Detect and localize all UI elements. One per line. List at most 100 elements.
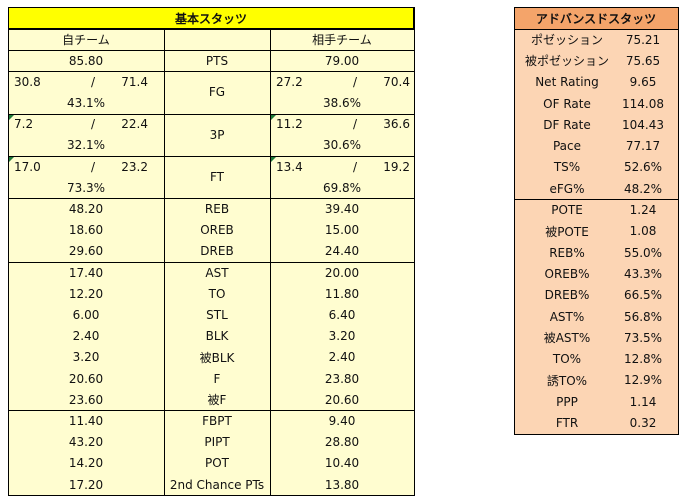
cell-comment-marker [271,114,276,120]
stat-opp-value: 15.00 [324,223,360,238]
stat-own-value: 17.20 [68,477,104,492]
own-team-header: 自チーム [62,33,110,47]
pts-own-value: 85.80 [68,53,104,68]
stat-own-value: 12.20 [68,286,104,301]
advanced-stat-value: 75.65 [625,53,661,68]
column-divider [164,29,165,496]
fg-own-percentage: 43.1% [66,95,106,110]
table-bottom-border [8,495,414,497]
advanced-stat-value: 12.9% [623,373,663,388]
row-divider [514,29,678,30]
stat-own-value: 17.40 [68,265,104,280]
advanced-stat-label: DF Rate [543,117,591,132]
advanced-header-bg [514,7,678,29]
column-divider [270,29,271,496]
cell-comment-marker [271,157,276,162]
ft-label: FT [209,170,225,185]
advanced-stat-value: 1.14 [629,394,657,409]
advanced-stat-label: 被AST% [543,331,591,346]
cell-comment-marker [9,114,14,120]
advanced-body-bg [514,29,678,434]
stat-opp-value: 20.60 [324,392,360,407]
advanced-stat-value: 0.32 [629,416,657,431]
fg-own-separator: / [90,74,96,89]
3p-label: 3P [209,127,225,142]
stat-label: REB [204,201,230,216]
advanced-right-border [678,7,679,435]
advanced-stat-value: 75.21 [625,32,661,47]
advanced-stat-label: FTR [555,416,579,431]
row-divider [8,113,414,115]
advanced-stat-label: ポゼッション [530,33,603,48]
stat-own-value: 11.40 [68,413,104,428]
advanced-stat-value: 12.8% [623,352,663,367]
3p-opp-attempts: 36.6 [383,117,410,132]
row-divider [8,71,414,73]
stat-opp-value: 9.40 [328,413,356,428]
advanced-stat-value: 1.08 [629,224,657,239]
fg-own-made: 30.8 [14,74,41,89]
advanced-stat-label: 被ポゼッション [524,54,609,69]
stat-opp-value: 11.80 [324,286,360,301]
fg-opp-separator: / [352,74,358,89]
advanced-stat-value: 43.3% [623,266,663,281]
stat-label: 2nd Chance PTs [169,477,265,492]
stat-own-value: 48.20 [68,201,104,216]
row-divider [8,410,414,412]
fg-opp-made: 27.2 [276,74,303,89]
stat-opp-value: 2.40 [328,350,356,365]
stat-opp-value: 23.80 [324,371,360,386]
stat-own-value: 14.20 [68,456,104,471]
stat-opp-value: 20.00 [324,265,360,280]
table-top-border [8,7,414,8]
ft-opp-separator: / [352,159,358,174]
advanced-stat-value: 9.65 [629,75,657,90]
3p-opp-made: 11.2 [276,117,303,132]
advanced-stat-label: Net Rating [535,75,599,90]
stat-own-value: 29.60 [68,244,104,259]
stat-own-value: 43.20 [68,435,104,450]
advanced-stat-value: 52.6% [623,160,663,175]
opponent-team-header: 相手チーム [312,33,372,47]
advanced-stat-label: PPP [556,394,578,409]
ft-opp-attempts: 19.2 [383,159,410,174]
stat-opp-value: 10.40 [324,456,360,471]
stat-opp-value: 6.40 [328,307,356,322]
advanced-left-border [514,7,515,435]
advanced-stat-value: 104.43 [622,117,664,132]
stat-opp-value: 3.20 [328,329,356,344]
stat-opp-value: 24.40 [324,244,360,259]
stat-label: PIPT [204,435,230,450]
stat-own-value: 18.60 [68,223,104,238]
advanced-stat-label: POTE [551,203,583,218]
stat-own-value: 23.60 [68,392,104,407]
3p-own-made: 7.2 [14,117,34,132]
advanced-stat-label: AST% [549,309,585,324]
advanced-stat-label: OF Rate [543,96,591,111]
advanced-stat-value: 48.2% [623,181,663,196]
stat-label: POT [204,456,229,471]
table-left-border [8,7,9,497]
basic-stats-title: 基本スタッツ [174,11,247,26]
ft-own-made: 17.0 [14,159,41,174]
3p-own-attempts: 22.4 [121,117,148,132]
pts-label: PTS [205,53,229,68]
stat-label: TO [208,286,226,301]
fg-own-attempts: 71.4 [121,74,148,89]
row-divider [8,50,414,51]
ft-opp-made: 13.4 [276,159,303,174]
advanced-stat-value: 77.17 [625,139,661,154]
row-divider [8,156,414,157]
advanced-stat-label: OREB% [544,266,590,281]
stat-own-value: 2.40 [72,329,100,344]
advanced-top-border [514,7,678,8]
advanced-stat-label: TS% [553,160,581,175]
stat-opp-value: 13.80 [324,477,360,492]
stat-own-value: 20.60 [68,371,104,386]
fg-label: FG [208,85,226,100]
ft-own-attempts: 23.2 [121,159,148,174]
fg-opp-attempts: 70.4 [383,74,410,89]
stat-label: BLK [205,329,229,344]
advanced-stat-label: 誘TO% [546,373,588,388]
fg-opp-percentage: 38.6% [322,95,362,110]
